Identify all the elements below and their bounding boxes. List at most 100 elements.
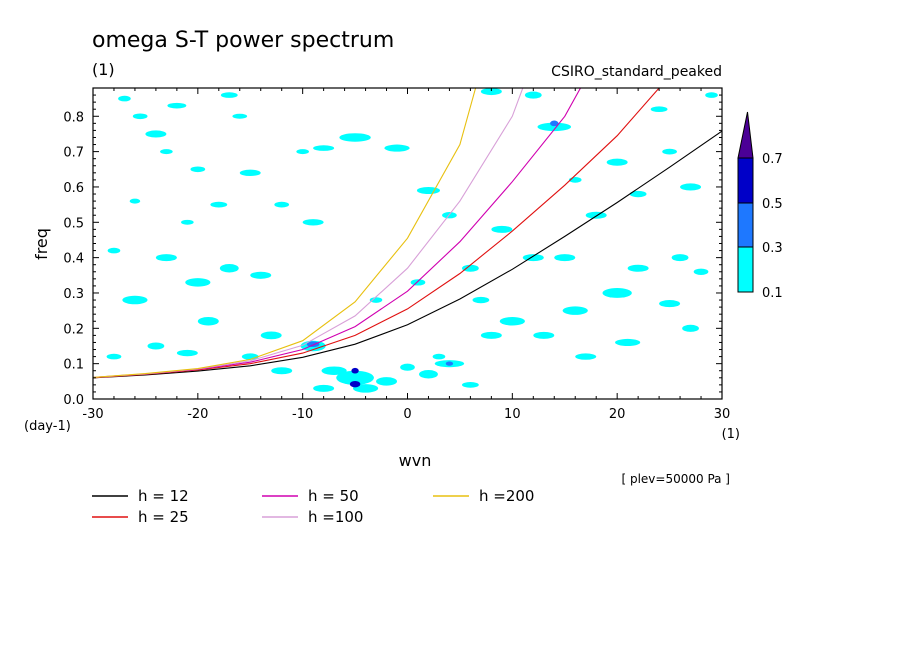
contour-low [167,102,187,109]
x-tick-label: 20 [609,407,626,422]
axis-ticks: -30 -20 -10 0 10 20 30 0.0 0.1 0.2 0.3 0.4 0.5 0.6 0.7… [63,88,730,422]
y-unit-label: (day-1) [24,419,71,434]
contour-low [129,198,141,204]
contour-low [190,166,206,173]
contour-low [220,92,238,98]
contour-low [705,92,718,98]
contour-low [260,331,282,340]
contour-low [606,158,628,166]
contour-low [313,384,335,392]
model-name: CSIRO_standard_peaked [551,64,722,80]
y-tick-label: 0.5 [63,216,84,231]
contour-low [313,145,335,151]
contour-low [410,279,426,286]
contour-low [659,300,681,308]
series-line [93,88,660,379]
colorbar-label: 0.3 [762,241,783,256]
contour-low [132,113,148,120]
contour-low [336,370,374,385]
contour-low [554,254,576,262]
legend-label: h = 12 [138,487,189,505]
colorbar-segment [737,202,754,248]
legend-label: h = 50 [308,487,359,505]
contour-low [352,384,379,393]
legend-label: h = 25 [138,508,189,526]
contour-high [445,361,454,366]
contour-low [537,122,572,132]
contour-low [662,148,677,155]
contour-low [232,113,248,119]
legend: h = 12 h = 25 h = 50 h =100 h =200 [92,487,534,526]
contour-low [122,295,148,305]
contour-low [160,149,173,155]
x-tick-label: -20 [187,407,208,422]
contour-low [416,186,440,195]
contour-low [462,382,479,388]
contour-low [339,133,371,142]
contour-low [219,263,239,273]
contour-low [585,211,607,219]
x-tick-label: -10 [292,407,313,422]
contour-low [210,201,228,208]
y-tick-label: 0.0 [63,393,84,408]
x-tick-label: 0 [403,407,411,422]
contour-low [274,201,290,208]
legend-label: h =100 [308,508,363,526]
series-line [93,130,722,379]
x-tick-label: 10 [504,407,521,422]
series-line [93,88,581,378]
y-tick-label: 0.1 [63,358,84,373]
contour-low [627,264,649,272]
colorbar-label: 0.1 [762,286,783,301]
contour-low [250,271,272,279]
contour-low [491,225,513,233]
colorbar-label: 0.5 [762,197,783,212]
contour-low [693,268,709,275]
plev-annotation: [ plev=50000 Pa ] [621,472,730,486]
y-tick-label: 0.4 [63,252,84,267]
contour-low [629,190,647,198]
contour-low [271,367,293,375]
contour-low [462,264,479,272]
contour-low [432,353,446,360]
contour-low [376,377,398,386]
contour-high [349,380,361,388]
y-tick-label: 0.7 [63,146,84,161]
chart-units: (1) [92,60,115,79]
contour-low [680,183,702,191]
contour-low [575,353,597,360]
contour-low [118,95,131,102]
contour-high [351,367,359,374]
contour-low [369,297,383,303]
contour-low [602,288,632,298]
contour-low [296,149,309,155]
contour-low [615,338,641,346]
y-tick-label: 0.6 [63,181,84,196]
contour-low [321,366,347,375]
contour-low [499,317,525,326]
x-axis-label: wvn [399,451,432,470]
contour-low [107,247,121,254]
contour-low [147,342,165,350]
x-tick-label: -30 [82,407,103,422]
contour-low [302,219,324,226]
contour-low [472,296,490,304]
colorbar-label: 0.7 [762,152,783,167]
contour-low [480,331,502,339]
dispersion-curves [93,88,722,379]
contour-low [197,317,219,326]
contour-low [155,254,177,262]
power-contours [106,88,718,393]
contour-low [384,144,410,152]
contour-low [480,88,502,96]
plot-area: -30 -20 -10 0 10 20 30 0.0 0.1 0.2 0.3 0.4 0.5 0.6 0.7… [63,87,730,422]
colorbar: 0.1 0.3 0.5 0.7 [737,111,783,301]
series-line [93,88,477,378]
contour-low [671,254,689,262]
contour-low [400,363,415,371]
contour-low [524,91,542,99]
y-axis-label: freq [32,228,51,260]
contour-low [533,331,555,339]
chart-title: omega S-T power spectrum [92,28,394,53]
